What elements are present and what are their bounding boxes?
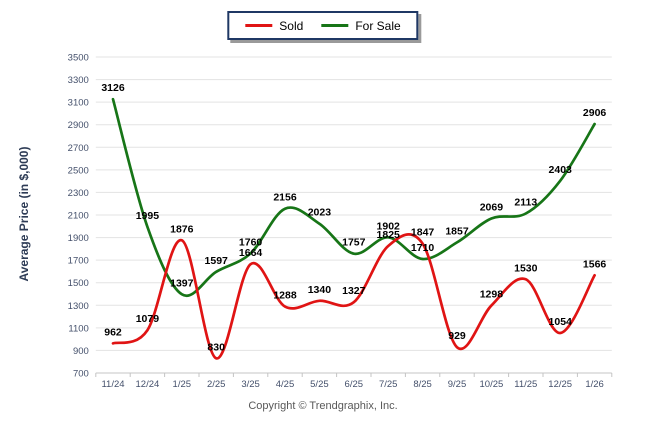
data-label-sold: 1340 (308, 284, 332, 296)
y-axis-tick-label: 700 (73, 369, 89, 380)
data-label-for-sale: 1857 (445, 225, 469, 237)
data-label-for-sale: 1597 (205, 255, 229, 267)
legend-label-sold: Sold (279, 18, 304, 33)
data-label-sold: 830 (207, 341, 225, 353)
data-label-sold: 1079 (136, 313, 160, 325)
y-axis-tick-label: 3500 (68, 53, 89, 64)
y-axis-tick-label: 2300 (68, 188, 89, 199)
data-label-for-sale: 2023 (308, 207, 332, 219)
data-label-sold: 1847 (411, 227, 435, 239)
data-label-sold: 1288 (273, 290, 297, 302)
sold-line-swatch-icon (245, 24, 273, 27)
y-axis-tick-label: 1700 (68, 256, 89, 267)
data-label-sold: 962 (104, 326, 122, 338)
data-label-sold: 1566 (583, 258, 607, 270)
data-label-sold: 929 (448, 330, 466, 342)
data-label-sold: 1664 (239, 247, 263, 259)
x-axis-tick-label: 12/25 (548, 379, 572, 390)
y-axis-tick-label: 2100 (68, 211, 89, 222)
data-label-for-sale: 1397 (170, 277, 194, 289)
data-label-sold: 1327 (342, 285, 366, 297)
x-axis-tick-label: 12/24 (136, 379, 160, 390)
y-axis-tick-label: 3300 (68, 75, 89, 86)
y-axis-tick-label: 2500 (68, 165, 89, 176)
for-sale-line (111, 97, 596, 298)
x-axis-tick-label: 11/25 (514, 379, 537, 390)
x-axis-tick-label: 9/25 (448, 379, 467, 390)
data-label-for-sale: 2156 (273, 192, 297, 204)
x-axis-tick-label: 11/24 (101, 379, 124, 390)
x-axis-tick-label: 3/25 (241, 379, 260, 390)
data-label-for-sale: 2906 (583, 107, 607, 119)
y-axis-tick-label: 2900 (68, 120, 89, 131)
data-label-for-sale: 2069 (480, 201, 504, 213)
data-label-for-sale: 3126 (101, 82, 125, 94)
y-axis-tick-label: 1500 (68, 278, 89, 289)
y-axis-tick-label: 900 (73, 346, 89, 357)
x-axis-tick-label: 10/25 (480, 379, 504, 390)
y-axis-tick-label: 3100 (68, 98, 89, 109)
x-axis-tick-label: 6/25 (345, 379, 364, 390)
data-label-for-sale: 2113 (514, 197, 537, 209)
data-label-for-sale: 1995 (136, 210, 160, 222)
x-axis-tick-label: 7/25 (379, 379, 398, 390)
legend-label-for-sale: For Sale (355, 18, 401, 33)
data-label-sold: 1530 (514, 262, 538, 274)
data-label-sold: 1298 (480, 289, 504, 301)
data-label-for-sale: 1757 (342, 237, 366, 249)
copyright-text: Copyright © Trendgraphix, Inc. (248, 400, 398, 412)
data-label-sold: 1876 (170, 223, 194, 235)
x-axis-tick-label: 4/25 (276, 379, 295, 390)
sold-line (111, 233, 596, 360)
y-axis-tick-label: 2700 (68, 143, 89, 154)
data-label-sold: 1825 (377, 229, 401, 241)
legend-item-for-sale: For Sale (321, 18, 401, 33)
y-axis-tick-label: 1300 (68, 301, 89, 312)
data-label-for-sale: 1760 (239, 236, 263, 248)
for-sale-line-swatch-icon (321, 24, 349, 27)
x-axis-tick-label: 1/25 (173, 379, 192, 390)
legend-item-sold: Sold (245, 19, 303, 33)
x-axis-tick-label: 2/25 (207, 379, 226, 390)
data-label-for-sale: 1902 (377, 220, 401, 232)
data-label-sold: 1054 (549, 316, 573, 328)
y-axis-tick-label: 1900 (68, 233, 89, 244)
x-axis-tick-label: 5/25 (310, 379, 329, 390)
x-axis-tick-label: 1/26 (585, 379, 604, 390)
legend: Sold For Sale (227, 11, 419, 40)
x-axis-tick-label: 8/25 (413, 379, 432, 390)
y-axis-tick-label: 1100 (68, 323, 88, 334)
data-label-for-sale: 1710 (411, 242, 435, 254)
data-label-for-sale: 2403 (549, 164, 573, 176)
